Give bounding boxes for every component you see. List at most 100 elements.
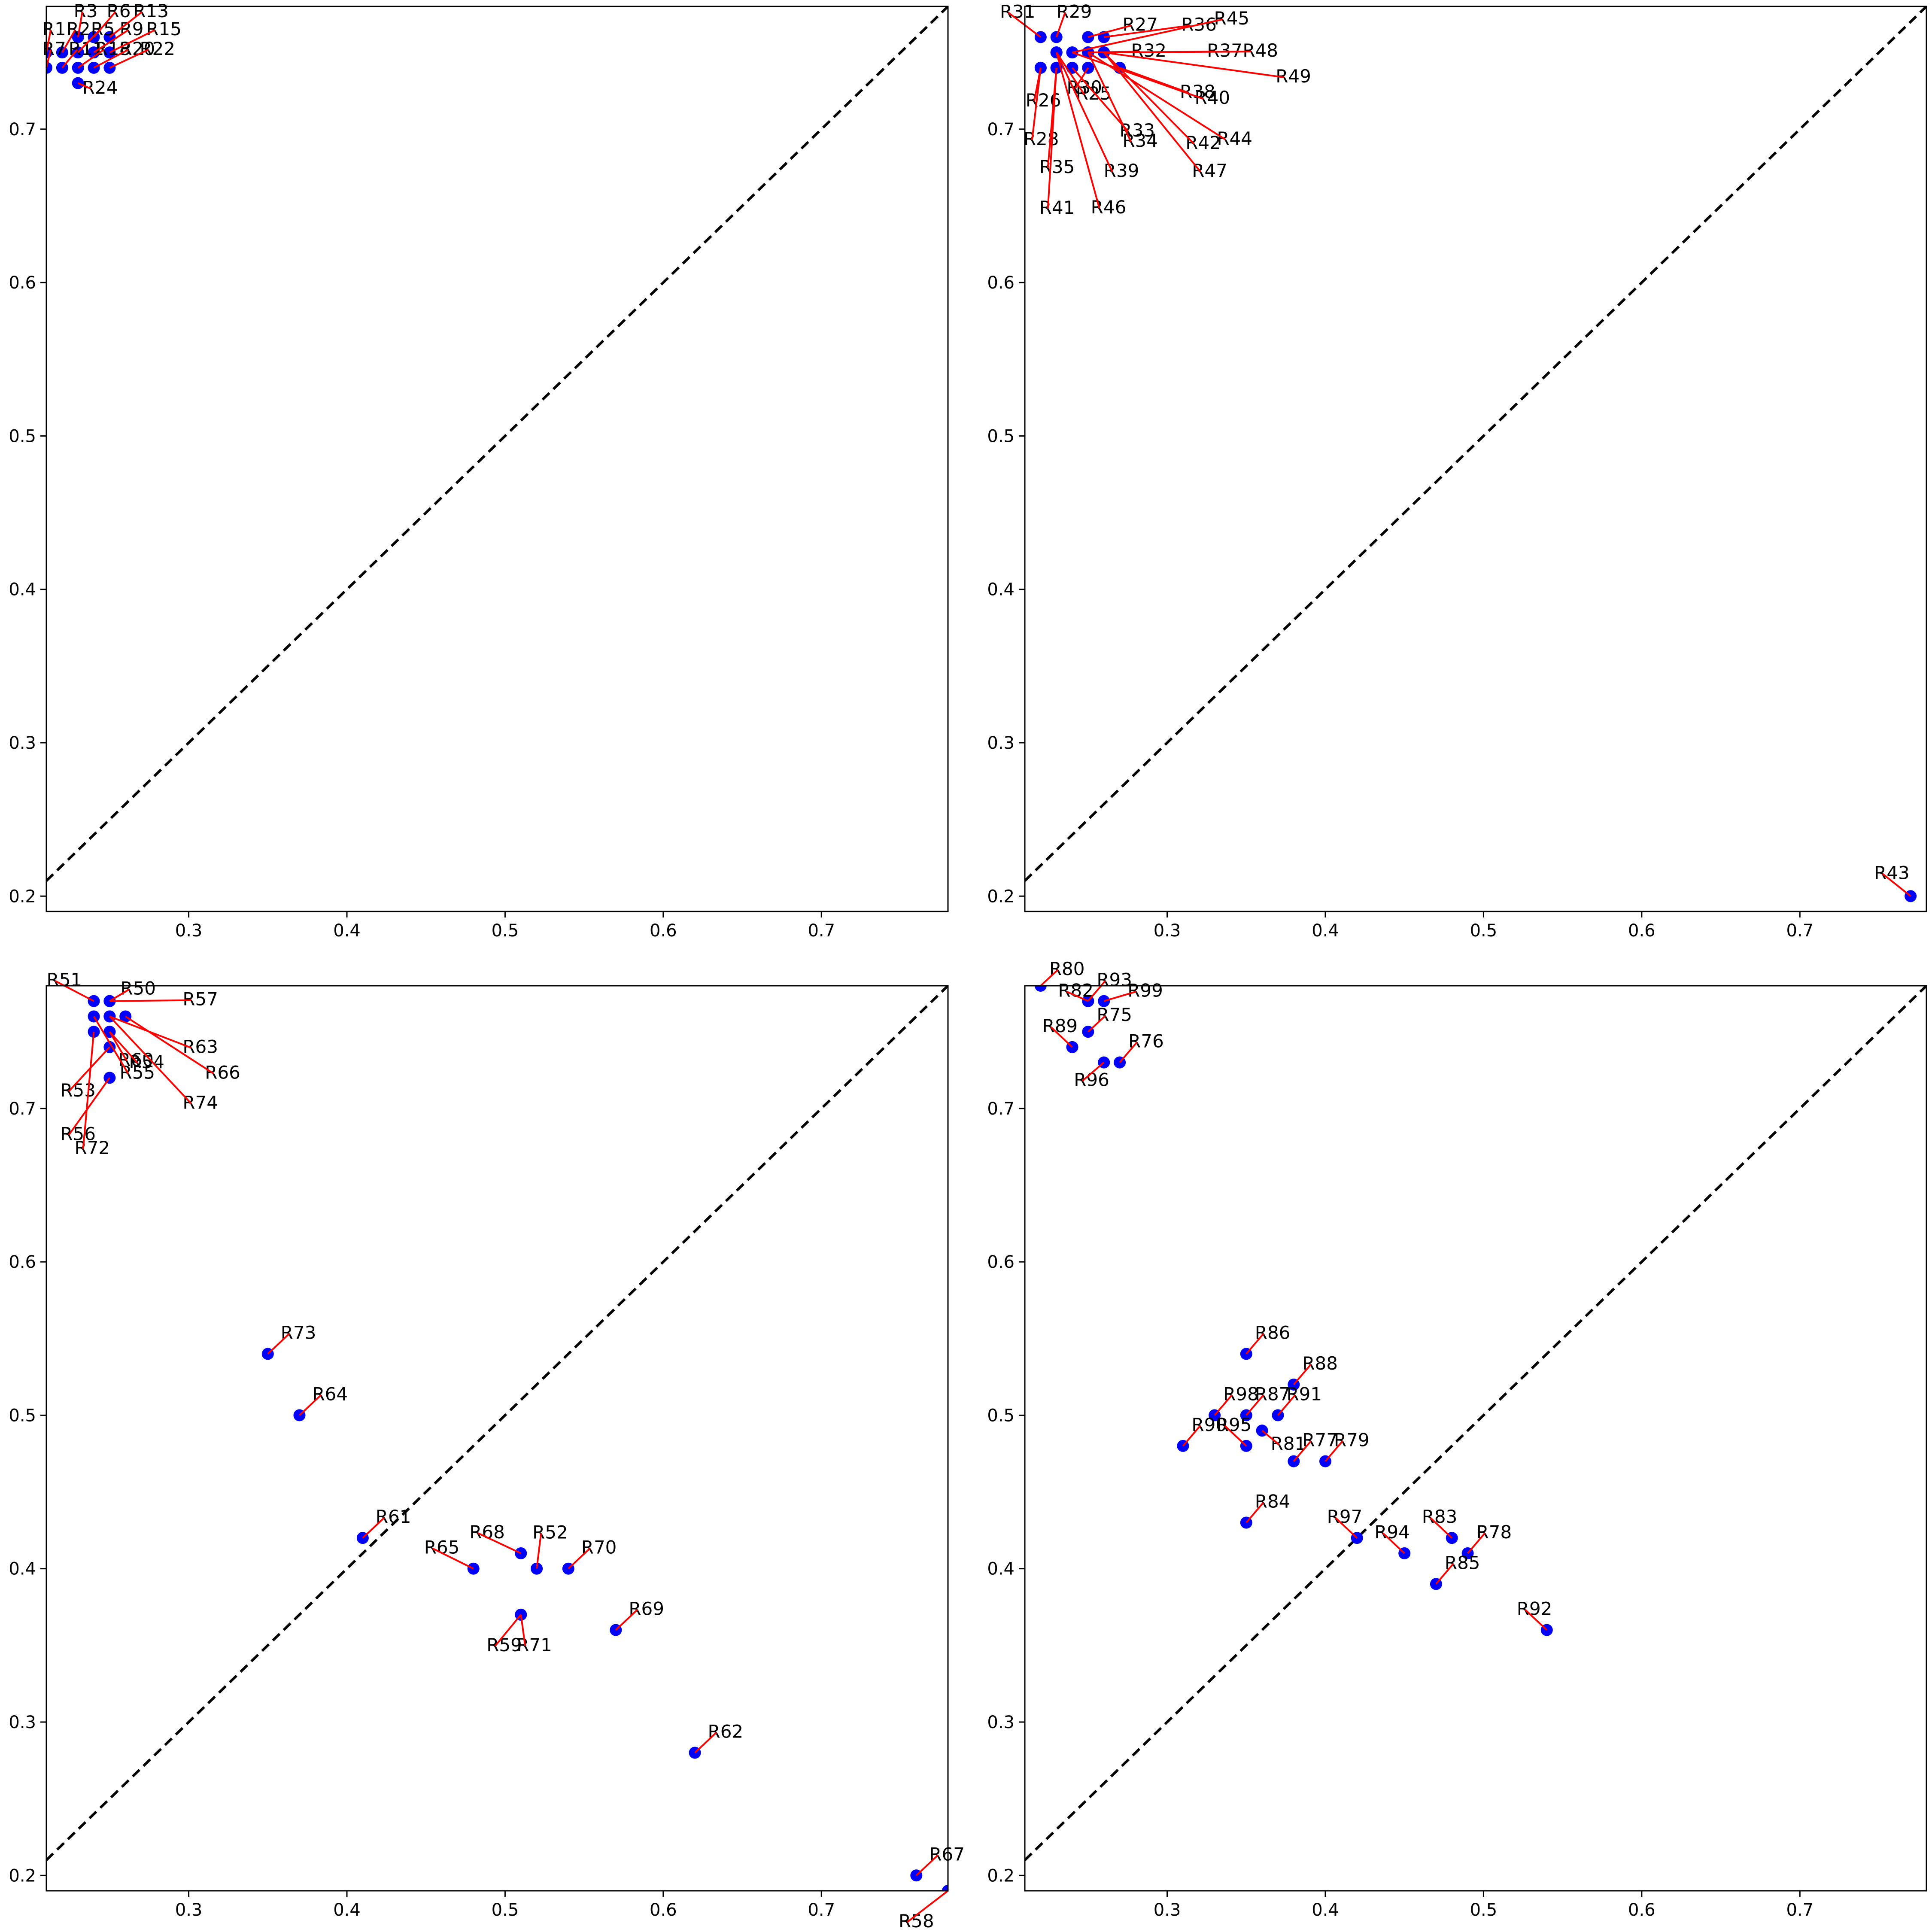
leader-line (1245, 1394, 1264, 1416)
leader-line (615, 1609, 638, 1631)
leader-line (1031, 67, 1042, 140)
point-label: R88 (1302, 1353, 1338, 1374)
point-label: R99 (1127, 980, 1163, 1001)
y-tick-label: 0.7 (987, 1099, 1015, 1119)
point-label: R97 (1327, 1506, 1363, 1527)
x-tick-label: 0.6 (1628, 1900, 1656, 1920)
point-label: R28 (1024, 128, 1059, 149)
leader-line (1103, 990, 1136, 1002)
point-label: R13 (133, 0, 169, 21)
point-label: R80 (1049, 958, 1085, 979)
leader-line (1430, 1517, 1453, 1539)
leader-line (1088, 52, 1226, 140)
leader-line (299, 1394, 322, 1416)
leader-line (1047, 67, 1057, 209)
x-tick-label: 0.3 (175, 1900, 203, 1920)
leader-line (1103, 24, 1190, 38)
point-label: R46 (1091, 197, 1127, 218)
point-label: R51 (47, 969, 82, 990)
y-tick-label: 0.3 (987, 733, 1015, 753)
x-tick-label: 0.4 (1312, 921, 1339, 941)
leader-line (1882, 873, 1911, 897)
point-label: R1 (42, 18, 66, 39)
leader-line (906, 1890, 949, 1923)
point-label: R9 (120, 18, 144, 39)
x-tick-label: 0.7 (808, 921, 835, 941)
leader-line (536, 1533, 542, 1569)
leader-line (1324, 1440, 1343, 1462)
x-tick-label: 0.3 (1154, 1900, 1181, 1920)
leader-line (1040, 969, 1059, 987)
point-label: R78 (1476, 1522, 1512, 1543)
point-label: R76 (1128, 1031, 1164, 1052)
point-label: R65 (424, 1537, 460, 1558)
x-tick-label: 0.5 (1470, 921, 1498, 941)
point-label: R43 (1874, 862, 1910, 883)
data-point (103, 61, 116, 74)
leader-line (1088, 24, 1131, 38)
leader-line (1382, 1532, 1405, 1554)
leader-line (1087, 52, 1132, 143)
leader-line (1293, 1440, 1312, 1462)
leader-line (1087, 980, 1106, 1002)
x-tick-label: 0.7 (808, 1900, 835, 1920)
y-tick-label: 0.5 (987, 1406, 1015, 1425)
x-tick-label: 0.3 (1154, 921, 1181, 941)
point-label: R86 (1255, 1322, 1291, 1343)
leader-line (1261, 1430, 1280, 1446)
point-label: R87 (1255, 1383, 1291, 1404)
leader-line (1435, 1563, 1454, 1585)
point-label: R77 (1302, 1430, 1338, 1451)
data-point (942, 1885, 948, 1891)
leader-line (1050, 1026, 1073, 1048)
point-label: R22 (140, 38, 175, 59)
x-tick-label: 0.4 (333, 921, 361, 941)
leader-line (1119, 67, 1189, 94)
leader-line (1245, 1502, 1264, 1523)
leader-line (1525, 1609, 1548, 1631)
leader-line (1056, 52, 1085, 95)
scatter-panel-3: 0.3 0.4 0.5 0.6 0.7 0.2 0.3 0.4 0.5 0.6 0.7 R51 R50 R… (9, 969, 965, 1932)
point-label: R74 (182, 1092, 218, 1113)
leader-line (1055, 52, 1113, 173)
point-label: R37 (1207, 40, 1242, 61)
leader-line (46, 30, 52, 53)
point-label: R91 (1286, 1383, 1322, 1404)
point-label: R81 (1271, 1433, 1306, 1454)
leader-line (1214, 1394, 1233, 1416)
x-tick-label: 0.4 (333, 1900, 361, 1920)
y-tick-label: 0.4 (9, 1559, 36, 1579)
plot-frame (1024, 985, 1927, 1892)
leader-line (915, 1854, 939, 1876)
y-tick-label: 0.2 (987, 887, 1015, 906)
leader-line (1245, 1333, 1264, 1355)
leader-line (77, 82, 91, 90)
y-tick-label: 0.3 (987, 1713, 1015, 1732)
point-label: R48 (1242, 40, 1278, 61)
plot-frame (46, 6, 949, 912)
data-point (1034, 986, 1047, 992)
point-label: R52 (532, 1522, 568, 1543)
leader-line (109, 1031, 128, 1062)
point-label: R64 (312, 1383, 348, 1404)
x-tick-label: 0.3 (175, 921, 203, 941)
y-tick-label: 0.6 (987, 1252, 1015, 1272)
data-point (103, 46, 116, 59)
point-label: R84 (1255, 1491, 1291, 1512)
point-label: R73 (281, 1322, 316, 1343)
point-label: R70 (581, 1537, 617, 1558)
point-label: R41 (1039, 197, 1075, 218)
x-tick-label: 0.5 (1470, 1900, 1498, 1920)
leader-line (1072, 18, 1223, 54)
y-tick-label: 0.5 (9, 1406, 36, 1425)
point-label: R90 (1191, 1414, 1227, 1435)
leader-line (68, 1046, 110, 1092)
y-tick-label: 0.4 (987, 580, 1015, 600)
y-tick-label: 0.6 (987, 273, 1015, 293)
leader-line (109, 29, 155, 53)
leader-line (77, 49, 104, 69)
y-tick-label: 0.7 (9, 120, 36, 140)
leader-line (1072, 67, 1129, 132)
